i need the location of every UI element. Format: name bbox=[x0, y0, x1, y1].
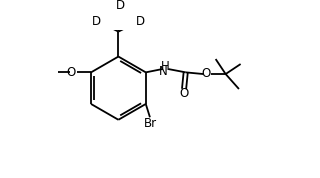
Text: D: D bbox=[135, 15, 145, 28]
Text: O: O bbox=[66, 66, 75, 79]
Text: O: O bbox=[180, 88, 189, 101]
Text: O: O bbox=[201, 67, 210, 80]
Text: D: D bbox=[116, 0, 124, 12]
Text: N: N bbox=[159, 65, 168, 78]
Text: H: H bbox=[161, 60, 170, 73]
Text: D: D bbox=[92, 15, 101, 28]
Text: Br: Br bbox=[144, 117, 157, 130]
